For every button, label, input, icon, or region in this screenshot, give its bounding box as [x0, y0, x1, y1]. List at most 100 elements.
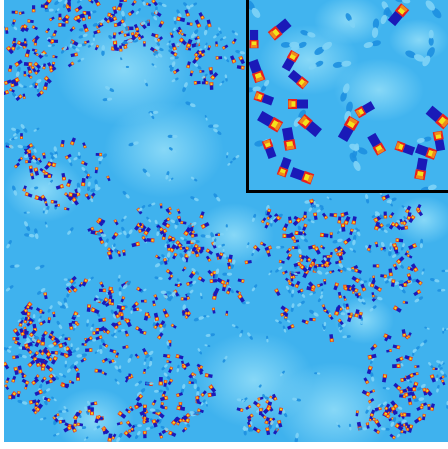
defect-blue-lobe: [152, 300, 156, 304]
defect-edge: [199, 70, 201, 73]
dipole-dark: [102, 98, 108, 102]
defect-blue-lobe: [40, 4, 45, 8]
dipole-light: [206, 315, 210, 318]
defect-pair: [61, 14, 70, 23]
defect-blue-lobe: [187, 47, 192, 51]
defect-blue-lobe: [158, 376, 163, 382]
dipole-light: [283, 328, 287, 333]
dipole-light: [178, 13, 182, 18]
faint-dipole: [227, 160, 233, 166]
faint-dipole: [23, 211, 30, 214]
dipole-light: [93, 427, 98, 431]
faint-dipole: [247, 332, 253, 340]
dipole-light: [79, 0, 84, 1]
dipole-light: [234, 32, 239, 36]
dipole-light: [55, 432, 60, 436]
defect-core: [34, 43, 37, 45]
defect-blue-lobe: [182, 221, 187, 225]
faint-dipole: [76, 0, 84, 4]
dipole-dark: [397, 279, 404, 284]
dipole-dark: [34, 228, 38, 235]
faint-dipole: [67, 227, 74, 235]
dipole-dark: [53, 434, 57, 437]
dipole-light: [239, 333, 242, 338]
defect-blue-lobe: [95, 331, 100, 335]
dipole-light: [13, 190, 18, 196]
defect-pair: [84, 40, 90, 44]
dipole-light: [292, 397, 298, 401]
defect-core: [103, 289, 105, 292]
defect-pair: [20, 24, 28, 33]
dipole-light: [388, 200, 392, 204]
dipole-dark: [275, 268, 280, 273]
faint-dipole: [171, 77, 179, 83]
defect-pair: [52, 29, 58, 37]
faint-dipole: [77, 426, 87, 430]
faint-dipole: [72, 325, 77, 331]
dipole-dark: [72, 46, 77, 50]
dipole-light: [14, 264, 20, 268]
defect-edge: [131, 32, 134, 34]
dipole-dark: [16, 45, 21, 50]
faint-dipole: [143, 79, 149, 87]
dipole-light: [360, 320, 363, 325]
defect-pair: [11, 10, 18, 14]
dipole-dark: [156, 41, 160, 46]
defect-edge: [91, 348, 93, 352]
dipole-light: [90, 42, 94, 46]
dipole-light: [236, 398, 242, 402]
defect-blue-lobe: [29, 168, 33, 173]
defect-blue-lobe: [61, 16, 68, 23]
dipole-dark: [244, 397, 248, 401]
defect-edge: [323, 279, 326, 280]
defect-blue-lobe: [90, 0, 94, 4]
defect-pair: [76, 373, 80, 381]
dipole-light: [268, 272, 271, 276]
defect-pair: [25, 160, 32, 164]
defect-core: [59, 17, 61, 20]
defect-blue-lobe: [79, 423, 84, 427]
defect-pair: [118, 30, 124, 35]
dipole-light: [246, 244, 249, 249]
dipole-dark: [346, 335, 351, 338]
dipole-dark: [81, 43, 87, 47]
faint-dipole: [189, 2, 198, 8]
dipole-dark: [22, 85, 27, 89]
defect-pair: [188, 381, 194, 384]
dipole-light: [205, 401, 208, 405]
dipole-dark: [4, 25, 6, 30]
defect-edge: [303, 216, 307, 218]
faint-dipole: [72, 347, 80, 353]
defect-pair: [158, 376, 163, 386]
defect-blue-lobe: [407, 212, 412, 217]
defect-pair: [209, 82, 214, 90]
dipole-dark: [180, 388, 185, 394]
dipole-dark: [128, 142, 135, 147]
dipole-dark: [247, 242, 250, 246]
dipole-dark: [149, 426, 154, 430]
faint-dipole: [87, 42, 94, 48]
defect-blue-lobe: [108, 294, 113, 300]
dipole-dark: [26, 225, 31, 232]
dipole-dark: [196, 386, 200, 392]
defect-pair: [88, 0, 94, 4]
faint-dipole: [203, 315, 210, 318]
defect-edge: [143, 404, 147, 407]
dipole-dark: [166, 171, 170, 176]
dipole-dark: [424, 326, 428, 329]
dipole-light: [396, 433, 401, 438]
defect-blue-lobe: [51, 350, 55, 355]
defect-core: [99, 153, 102, 156]
defect-core: [48, 175, 50, 178]
dipole-dark: [235, 49, 241, 54]
faint-dipole: [370, 372, 375, 382]
defect-pair: [177, 26, 183, 33]
dipole-dark: [69, 227, 74, 232]
light-patch: [194, 203, 274, 267]
defect-blue-lobe: [163, 382, 167, 387]
dipole-dark: [443, 328, 447, 331]
dipole-dark: [401, 205, 405, 208]
faint-dipole: [166, 40, 171, 46]
defect-pair: [108, 14, 114, 21]
dipole-dark: [297, 225, 302, 232]
